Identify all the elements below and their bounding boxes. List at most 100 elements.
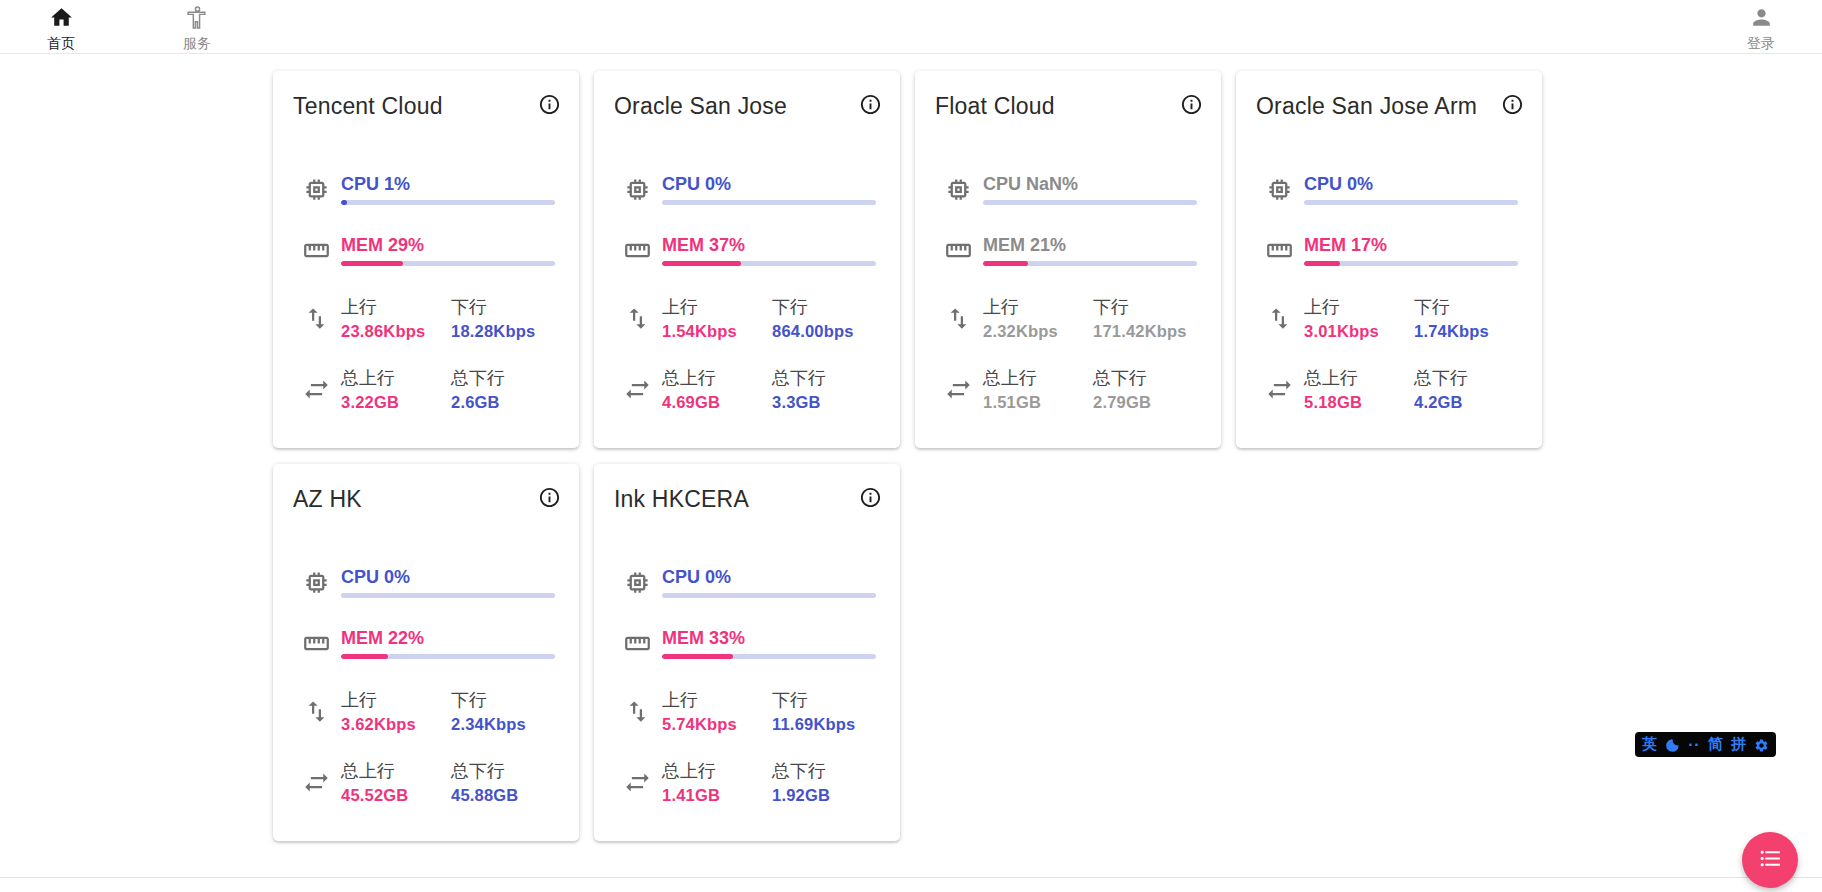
mem-usage-label: MEM 22% xyxy=(341,628,555,648)
total-traffic-row: 总上行 5.18GB 总下行 4.2GB xyxy=(1254,367,1524,412)
mem-progress-bar xyxy=(341,261,555,266)
mem-usage-label: MEM 21% xyxy=(983,235,1197,255)
mem-usage-label: MEM 17% xyxy=(1304,235,1518,255)
cpu-progress-bar xyxy=(341,593,555,598)
download-speed-label: 下行 xyxy=(772,296,882,318)
upload-speed-value: 3.62Kbps xyxy=(341,715,451,734)
swap-vertical-icon xyxy=(291,689,341,734)
server-stats: CPU 0% MEM 22% 上行 xyxy=(291,567,561,805)
total-upload-value: 3.22GB xyxy=(341,393,451,412)
gear-icon[interactable] xyxy=(1754,737,1769,753)
card-header: Tencent Cloud xyxy=(291,93,561,120)
total-download-value: 1.92GB xyxy=(772,786,882,805)
top-nav: 首页 服务 登录 xyxy=(0,0,1822,54)
server-cards-grid: Tencent Cloud CPU 1% MEM 29% xyxy=(273,71,1573,841)
card-header: Oracle San Jose Arm xyxy=(1254,93,1524,120)
download-speed-value: 11.69Kbps xyxy=(772,715,882,734)
mem-progress-bar xyxy=(662,261,876,266)
cpu-row: CPU 1% xyxy=(291,174,561,205)
upload-speed-label: 上行 xyxy=(341,689,451,711)
cpu-chip-icon xyxy=(1254,176,1304,203)
nav-home-label: 首页 xyxy=(47,35,75,51)
cpu-progress-bar xyxy=(341,200,555,205)
nav-item-home[interactable]: 首页 xyxy=(30,5,92,51)
total-upload-label: 总上行 xyxy=(662,367,772,389)
ime-punctuation-toggle[interactable]: ·· xyxy=(1688,732,1700,757)
info-icon[interactable] xyxy=(859,486,882,509)
speed-row: 上行 5.74Kbps 下行 11.69Kbps xyxy=(612,689,882,734)
total-upload-label: 总上行 xyxy=(662,760,772,782)
upload-speed-label: 上行 xyxy=(662,689,772,711)
memory-ruler-icon xyxy=(291,630,341,657)
cpu-usage-label: CPU 0% xyxy=(1304,174,1518,194)
server-card: Float Cloud CPU NaN% MEM 21% xyxy=(915,71,1221,448)
memory-ruler-icon xyxy=(612,630,662,657)
mem-row: MEM 33% xyxy=(612,628,882,659)
total-upload-value: 5.18GB xyxy=(1304,393,1414,412)
total-download-value: 2.79GB xyxy=(1093,393,1203,412)
mem-progress-bar xyxy=(983,261,1197,266)
info-icon[interactable] xyxy=(1180,93,1203,116)
mem-usage-label: MEM 29% xyxy=(341,235,555,255)
cpu-row: CPU 0% xyxy=(612,567,882,598)
upload-speed-value: 1.54Kbps xyxy=(662,322,772,341)
cpu-usage-label: CPU 0% xyxy=(662,174,876,194)
swap-vertical-icon xyxy=(1254,296,1304,341)
person-icon xyxy=(1749,5,1774,34)
swap-horizontal-icon xyxy=(291,367,341,412)
server-name: Oracle San Jose xyxy=(612,93,787,120)
upload-speed-value: 3.01Kbps xyxy=(1304,322,1414,341)
mem-usage-label: MEM 33% xyxy=(662,628,876,648)
cpu-row: CPU 0% xyxy=(1254,174,1524,205)
server-name: Tencent Cloud xyxy=(291,93,443,120)
server-card: Oracle San Jose CPU 0% MEM 3 xyxy=(594,71,900,448)
server-name: Oracle San Jose Arm xyxy=(1254,93,1477,120)
services-icon xyxy=(185,5,210,34)
mem-progress-bar xyxy=(1304,261,1518,266)
info-icon[interactable] xyxy=(538,486,561,509)
server-card: Tencent Cloud CPU 1% MEM 29% xyxy=(273,71,579,448)
swap-horizontal-icon xyxy=(933,367,983,412)
download-speed-value: 2.34Kbps xyxy=(451,715,561,734)
server-list-fab[interactable] xyxy=(1742,832,1798,888)
download-speed-label: 下行 xyxy=(1414,296,1524,318)
cpu-chip-icon xyxy=(612,176,662,203)
ime-pinyin-toggle[interactable]: 拼 xyxy=(1731,732,1746,757)
total-traffic-row: 总上行 4.69GB 总下行 3.3GB xyxy=(612,367,882,412)
memory-ruler-icon xyxy=(612,237,662,264)
download-speed-value: 864.00bps xyxy=(772,322,882,341)
memory-ruler-icon xyxy=(1254,237,1304,264)
moon-icon[interactable] xyxy=(1665,737,1680,753)
ime-simplified-toggle[interactable]: 简 xyxy=(1708,732,1723,757)
total-download-label: 总下行 xyxy=(451,760,561,782)
cpu-progress-bar xyxy=(662,200,876,205)
upload-speed-label: 上行 xyxy=(341,296,451,318)
info-icon[interactable] xyxy=(859,93,882,116)
cpu-progress-bar xyxy=(983,200,1197,205)
speed-row: 上行 3.62Kbps 下行 2.34Kbps xyxy=(291,689,561,734)
speed-row: 上行 3.01Kbps 下行 1.74Kbps xyxy=(1254,296,1524,341)
server-name: AZ HK xyxy=(291,486,362,513)
total-upload-value: 1.51GB xyxy=(983,393,1093,412)
mem-row: MEM 22% xyxy=(291,628,561,659)
total-download-label: 总下行 xyxy=(451,367,561,389)
mem-row: MEM 37% xyxy=(612,235,882,266)
cpu-row: CPU 0% xyxy=(612,174,882,205)
cpu-chip-icon xyxy=(933,176,983,203)
ime-language-toggle[interactable]: 英 xyxy=(1642,732,1657,757)
total-download-label: 总下行 xyxy=(772,367,882,389)
nav-item-login[interactable]: 登录 xyxy=(1730,5,1792,51)
nav-item-services[interactable]: 服务 xyxy=(166,5,228,51)
download-speed-label: 下行 xyxy=(1093,296,1203,318)
total-traffic-row: 总上行 1.41GB 总下行 1.92GB xyxy=(612,760,882,805)
total-download-label: 总下行 xyxy=(1414,367,1524,389)
total-download-value: 45.88GB xyxy=(451,786,561,805)
info-icon[interactable] xyxy=(1501,93,1524,116)
info-icon[interactable] xyxy=(538,93,561,116)
cpu-chip-icon xyxy=(291,176,341,203)
swap-vertical-icon xyxy=(291,296,341,341)
total-upload-value: 4.69GB xyxy=(662,393,772,412)
cpu-usage-label: CPU 0% xyxy=(662,567,876,587)
total-traffic-row: 总上行 1.51GB 总下行 2.79GB xyxy=(933,367,1203,412)
swap-vertical-icon xyxy=(612,296,662,341)
